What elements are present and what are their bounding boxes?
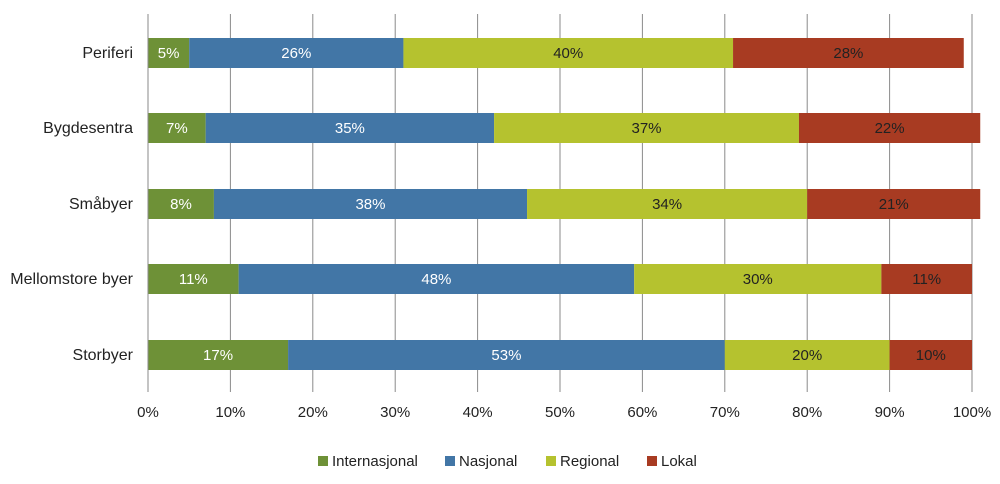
x-tick-label: 50% [545,404,575,421]
category-label: Storbyer [73,347,134,364]
category-label: Småbyer [69,195,134,213]
legend-swatch-lokal [647,456,657,466]
legend: Internasjonal Nasjonal Regional Lokal [318,453,697,470]
legend-label-lokal: Lokal [661,453,697,470]
data-label: 38% [355,196,385,213]
data-label: 11% [912,271,941,288]
data-label: 7% [166,120,188,137]
legend-label-nasjonal: Nasjonal [459,453,517,470]
x-tick-label: 30% [380,404,410,421]
x-tick-label: 10% [215,404,245,421]
data-label: 20% [792,347,822,364]
bar-segment-lokal-5 [889,340,972,370]
category-label: Mellomstore byer [10,271,133,288]
legend-swatch-nasjonal [445,456,455,466]
data-label: 28% [833,45,863,62]
data-label: 37% [632,120,662,137]
data-label: 34% [652,196,682,213]
bar-segment-lokal-1 [733,38,964,68]
bar-segment-internasjonal-2 [148,113,206,143]
data-label: 21% [879,196,909,213]
bar-segment-lokal-4 [881,264,972,294]
bar-segment-lokal-2 [798,113,981,143]
bar-segment-regional-1 [403,38,734,68]
bar-segment-internasjonal-4 [148,264,239,294]
bar-segment-nasjonal-3 [213,189,528,219]
data-label: 17% [203,347,233,364]
bar-segment-regional-5 [724,340,890,370]
x-tick-label: 100% [953,404,991,421]
x-tick-label: 60% [627,404,657,421]
category-label: Periferi [82,45,133,62]
bar-segment-internasjonal-1 [148,38,190,68]
bar-segment-regional-4 [634,264,882,294]
legend-swatch-regional [546,456,556,466]
bar-segment-nasjonal-2 [205,113,495,143]
data-label: 35% [335,120,365,137]
x-tick-label: 80% [792,404,822,421]
data-label: 48% [421,271,451,288]
axes: 0% 10% 20% 30% 40% 50% 60% 70% 80% 90% 100% Perifer… [10,14,991,421]
data-label: 8% [170,196,192,213]
data-label: 26% [281,45,311,62]
data-label: 40% [553,45,583,62]
bar-segment-regional-3 [527,189,808,219]
x-tick-label: 70% [710,404,740,421]
bar-segment-nasjonal-5 [288,340,725,370]
legend-swatch-internasjonal [318,456,328,466]
data-label: 11% [179,271,208,288]
bar-segment-internasjonal-3 [148,189,214,219]
legend-label-regional: Regional [560,453,619,470]
legend-label-internasjonal: Internasjonal [332,453,418,470]
data-label: 22% [875,120,905,137]
bar-segment-nasjonal-4 [238,264,635,294]
data-label: 5% [158,45,180,62]
bar-segment-lokal-3 [807,189,981,219]
data-label: 30% [743,271,773,288]
x-tick-label: 20% [298,404,328,421]
x-tick-label: 40% [463,404,493,421]
x-tick-label: 0% [137,404,159,421]
bar-segment-nasjonal-1 [189,38,404,68]
data-label: 53% [491,347,521,364]
bar-segment-regional-2 [494,113,799,143]
bar-segment-internasjonal-5 [148,340,289,370]
data-label: 10% [916,347,946,364]
x-tick-label: 90% [875,404,905,421]
category-label: Bygdesentra [43,120,133,137]
bars: 5% 26% 40% 28% 7% 35% 37% 22% 8% 38% 34% 21% 11% 48% 3… [148,38,981,370]
